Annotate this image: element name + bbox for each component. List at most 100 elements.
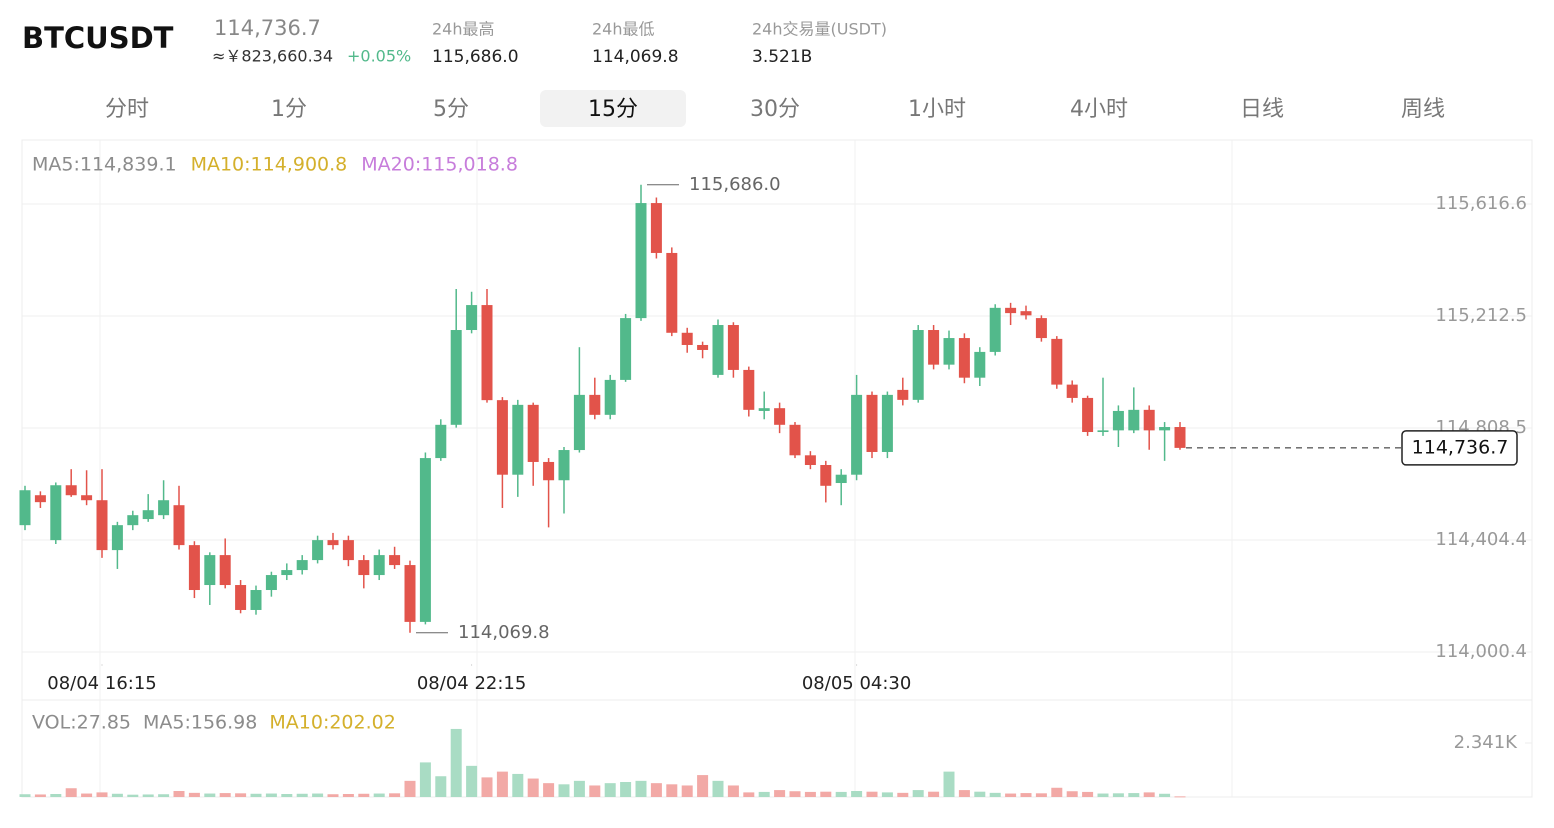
volume-bar — [404, 780, 416, 797]
stat-value: 115,686.0 — [432, 47, 519, 67]
candle-body — [204, 555, 216, 586]
candle-body — [65, 485, 77, 496]
last-price-label: 114,736.7 — [1412, 436, 1509, 458]
volume-label: VOL:27.85 — [32, 712, 131, 734]
candle-body — [712, 325, 724, 375]
volume-bar — [589, 785, 601, 797]
candle-body — [1035, 318, 1047, 339]
candle-body — [173, 505, 185, 546]
volume-bar — [81, 793, 93, 797]
y-tick-label: 114,000.4 — [1435, 641, 1527, 662]
candle-body — [342, 540, 354, 561]
ma-label: MA10:114,900.8 — [191, 154, 348, 176]
last-price-tag — [1401, 430, 1518, 466]
volume-bar — [19, 794, 31, 797]
volume-bar — [142, 794, 154, 797]
timeframe-tab[interactable]: 1小时 — [908, 97, 966, 122]
candle-body — [481, 305, 493, 401]
volume-bar — [1112, 793, 1124, 797]
volume-bar — [419, 762, 431, 797]
volume-bar — [573, 780, 585, 797]
volume-bar — [111, 793, 123, 797]
volume-bar — [50, 794, 62, 797]
volume-bar — [358, 793, 370, 797]
volume-bar — [604, 783, 616, 797]
volume-bar — [620, 782, 632, 797]
volume-bar — [65, 788, 77, 797]
volume-bar — [666, 784, 678, 797]
volume-bar — [127, 794, 139, 797]
candle-body — [650, 203, 662, 253]
timeframe-tab[interactable]: 15分 — [588, 97, 638, 122]
volume-bar — [1035, 793, 1047, 797]
timeframe-tab[interactable]: 日线 — [1240, 97, 1284, 122]
volume-bar — [912, 790, 924, 797]
candle-body — [373, 555, 385, 576]
volume-bar — [96, 792, 108, 797]
volume-bar — [974, 791, 986, 797]
candle-body — [1082, 397, 1094, 433]
candle-body — [743, 369, 755, 410]
volume-bar — [758, 791, 770, 797]
volume-bar — [281, 794, 293, 797]
volume-bar — [989, 792, 1001, 797]
volume-bar — [34, 794, 46, 797]
candle-body — [404, 565, 416, 622]
candle-body — [881, 394, 893, 452]
volume-bar — [958, 790, 970, 797]
candle-body — [620, 318, 632, 380]
volume-bar — [158, 794, 170, 797]
candle-body — [989, 307, 1001, 352]
volume-bar — [743, 792, 755, 797]
symbol: BTCUSDT — [22, 21, 174, 55]
candle-body — [127, 515, 139, 526]
low-label: 114,069.8 — [458, 622, 550, 643]
candle-body — [1051, 338, 1063, 385]
candle-body — [50, 485, 62, 541]
candle-body — [296, 560, 308, 571]
volume-bar — [1174, 796, 1186, 798]
timeframe-tab[interactable]: 分时 — [105, 97, 149, 122]
volume-bar — [1143, 792, 1155, 797]
volume-bar — [727, 785, 739, 797]
timeframe-tab[interactable]: 1分 — [271, 97, 307, 122]
candle-body — [327, 540, 339, 546]
volume-bar — [943, 771, 955, 797]
candle-body — [727, 325, 739, 370]
volume-bar — [712, 780, 724, 797]
timeframe-tab[interactable]: 周线 — [1401, 97, 1445, 122]
candle-body — [512, 404, 524, 475]
volume-bar — [897, 792, 909, 797]
candle-body — [96, 500, 108, 551]
timeframe-tab[interactable]: 30分 — [750, 97, 800, 122]
timeframe-tab[interactable]: 4小时 — [1070, 97, 1128, 122]
candle-body — [250, 590, 262, 610]
candle-body — [866, 394, 878, 452]
candle-body — [666, 252, 678, 333]
volume-bar — [373, 793, 385, 797]
candle-body — [19, 490, 31, 526]
candle-body — [851, 394, 863, 475]
volume-bar — [1066, 791, 1078, 797]
candle-body — [34, 495, 46, 503]
candle-body — [358, 560, 370, 576]
volume-label: MA5:156.98 — [143, 712, 257, 734]
candle-body — [543, 461, 555, 481]
volume-bar — [235, 793, 247, 797]
candle-body — [1005, 307, 1017, 314]
candle-body — [1020, 311, 1032, 316]
volume-bar — [250, 793, 262, 797]
candle-body — [1097, 430, 1109, 433]
volume-bar — [312, 793, 324, 797]
volume-bar — [851, 791, 863, 797]
volume-bar — [435, 776, 447, 797]
timeframe-tab[interactable]: 5分 — [433, 97, 469, 122]
cny-price: ≈￥823,660.34 — [212, 47, 333, 66]
stat-value: 114,069.8 — [592, 47, 679, 67]
candle-body — [389, 555, 401, 566]
candle-body — [774, 408, 786, 425]
candle-body — [81, 495, 93, 501]
candle-body — [835, 474, 847, 484]
volume-bar — [804, 791, 816, 797]
